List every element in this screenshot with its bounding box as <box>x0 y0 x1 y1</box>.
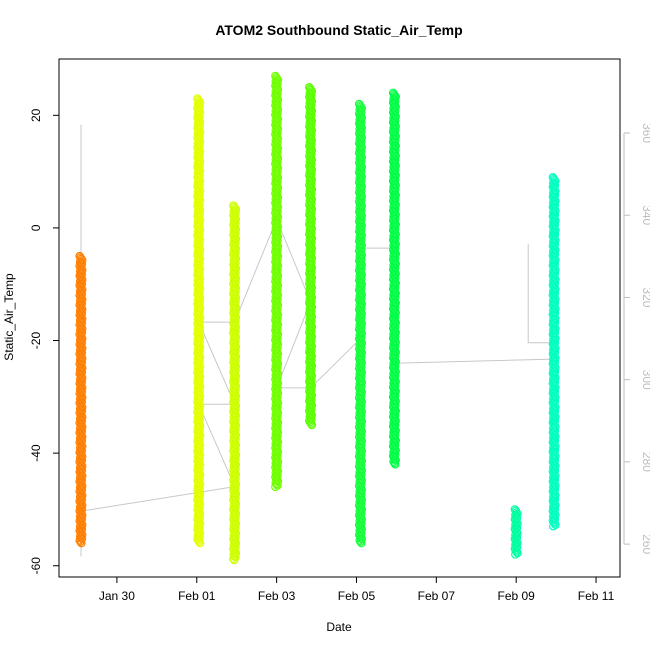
y2-tick-label: 340 <box>640 205 650 225</box>
data-series-7 <box>388 88 400 469</box>
data-point <box>194 537 204 547</box>
y2-tick-label: 320 <box>640 287 650 307</box>
data-point <box>273 481 282 490</box>
secondary-series-line <box>80 112 555 557</box>
y2-tick-label: 260 <box>640 534 650 554</box>
data-point <box>511 550 520 559</box>
y-tick-label: 0 <box>29 224 43 231</box>
data-point <box>307 420 317 430</box>
data-points-layer <box>75 71 560 565</box>
data-series-2 <box>193 94 205 548</box>
secondary-series-layer <box>80 112 555 557</box>
y-tick-label: -20 <box>29 332 43 350</box>
y2-tick-label: 280 <box>640 452 650 472</box>
data-point <box>357 539 366 548</box>
data-point <box>391 460 400 469</box>
data-point <box>229 554 238 563</box>
data-point <box>76 537 85 547</box>
chart-title: ATOM2 Southbound Static_Air_Temp <box>215 22 462 38</box>
x-tick-label: Feb 01 <box>178 589 216 603</box>
data-series-4 <box>271 71 283 492</box>
data-point <box>229 555 239 565</box>
plot-frame <box>58 58 621 578</box>
data-point <box>356 537 365 547</box>
x-tick-label: Feb 09 <box>498 589 536 603</box>
data-point <box>77 539 86 548</box>
data-series-1 <box>75 251 87 548</box>
x-tick-label: Jan 30 <box>99 589 135 603</box>
y-axis-label: Static_Air_Temp <box>2 273 16 361</box>
data-point <box>306 419 316 428</box>
data-point <box>271 482 280 492</box>
data-point <box>390 458 399 468</box>
y-tick-label: -60 <box>29 557 43 575</box>
data-series-3 <box>229 201 241 565</box>
data-point <box>549 522 558 531</box>
axes-layer: Jan 30 Feb 01 Feb 03 Feb 05 Feb 07 Feb 09 Feb … <box>29 108 650 603</box>
y-tick-label: 20 <box>29 108 43 122</box>
y2-tick-label: 360 <box>640 123 650 143</box>
data-series-5 <box>305 82 317 430</box>
x-tick-label: Feb 03 <box>258 589 296 603</box>
data-series-9 <box>548 172 560 531</box>
x-tick-label: Feb 07 <box>418 589 456 603</box>
y-tick-label: -40 <box>29 444 43 462</box>
data-point <box>195 539 205 548</box>
x-axis-label: Date <box>326 620 352 634</box>
data-point <box>513 548 522 558</box>
x-tick-label: Feb 05 <box>338 589 376 603</box>
data-series-8 <box>510 505 522 559</box>
y2-tick-label: 300 <box>640 370 650 390</box>
data-series-6 <box>354 99 366 548</box>
x-tick-label: Feb 11 <box>578 589 615 603</box>
